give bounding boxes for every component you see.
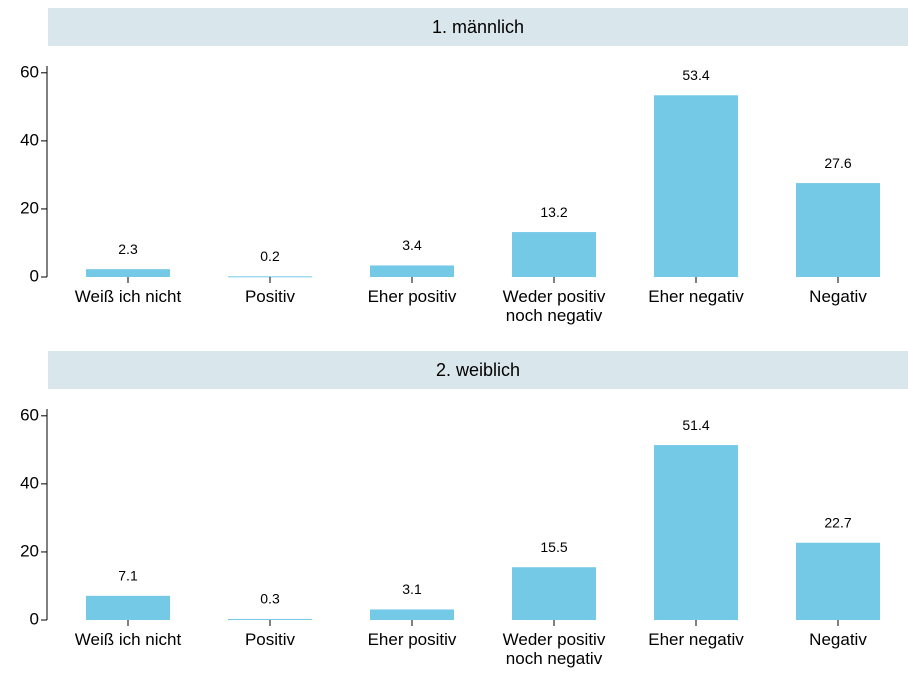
bar <box>796 183 880 277</box>
bar <box>654 95 738 278</box>
value-label: 15.5 <box>540 539 567 555</box>
bar <box>512 232 596 277</box>
y-tick-label: 60 <box>20 62 39 81</box>
bar <box>512 567 596 620</box>
y-tick-label: 20 <box>20 198 39 217</box>
y-tick-label: 20 <box>20 541 39 560</box>
y-tick-label: 0 <box>30 609 39 628</box>
value-label: 13.2 <box>540 204 567 220</box>
value-label: 22.7 <box>824 514 851 530</box>
value-label: 27.6 <box>824 155 851 171</box>
x-tick-label: Weder positiv noch negativ <box>502 287 606 325</box>
x-tick-label: Eher positiv <box>367 287 457 306</box>
value-label: 53.4 <box>682 67 709 83</box>
bar <box>654 445 738 620</box>
bar <box>796 542 880 620</box>
x-tick-label: Eher negativ <box>648 287 744 306</box>
panel-title: 1. männlich <box>432 17 524 37</box>
value-label: 2.3 <box>118 241 138 257</box>
y-tick-label: 60 <box>20 405 39 424</box>
panel-title: 2. weiblich <box>436 360 520 380</box>
bar <box>228 276 312 278</box>
value-label: 0.2 <box>260 248 280 264</box>
bar <box>86 595 170 620</box>
bar <box>370 265 454 277</box>
x-tick-label: Weiß ich nicht <box>74 630 182 649</box>
value-label: 7.1 <box>118 568 138 584</box>
y-tick-label: 40 <box>20 130 39 149</box>
y-tick-label: 40 <box>20 473 39 492</box>
x-tick-label: Negativ <box>809 630 867 649</box>
bar <box>86 269 170 277</box>
panel-header <box>48 351 908 389</box>
panel-header <box>48 8 908 46</box>
x-tick-label: Positiv <box>244 287 296 306</box>
x-tick-label: Eher negativ <box>648 630 744 649</box>
x-tick-label: Negativ <box>809 287 867 306</box>
value-label: 51.4 <box>682 417 709 433</box>
value-label: 3.1 <box>402 581 422 597</box>
bar <box>228 618 312 620</box>
value-label: 0.3 <box>260 591 280 607</box>
x-tick-label: Eher positiv <box>367 630 457 649</box>
bar <box>370 609 454 620</box>
value-label: 3.4 <box>402 237 422 253</box>
x-tick-label: Weiß ich nicht <box>74 287 182 306</box>
x-tick-label: Weder positiv noch negativ <box>502 630 606 668</box>
x-tick-label: Positiv <box>244 630 296 649</box>
y-tick-label: 0 <box>30 266 39 285</box>
